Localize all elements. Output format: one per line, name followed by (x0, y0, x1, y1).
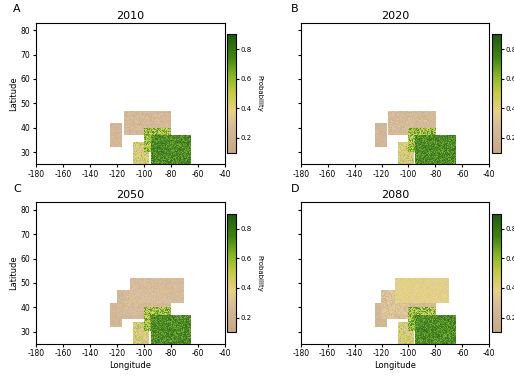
Y-axis label: Latitude: Latitude (9, 76, 18, 111)
Text: A: A (13, 5, 21, 15)
Text: C: C (13, 184, 21, 194)
Y-axis label: Latitude: Latitude (9, 256, 18, 290)
X-axis label: Longitude: Longitude (374, 361, 416, 370)
Y-axis label: Probability: Probability (256, 255, 262, 291)
Text: D: D (291, 184, 300, 194)
Title: 2050: 2050 (116, 190, 144, 200)
Title: 2020: 2020 (381, 11, 409, 21)
Y-axis label: Probability: Probability (256, 75, 262, 112)
Title: 2080: 2080 (381, 190, 409, 200)
X-axis label: Longitude: Longitude (109, 361, 151, 370)
Title: 2010: 2010 (116, 11, 144, 21)
Text: B: B (291, 5, 299, 15)
